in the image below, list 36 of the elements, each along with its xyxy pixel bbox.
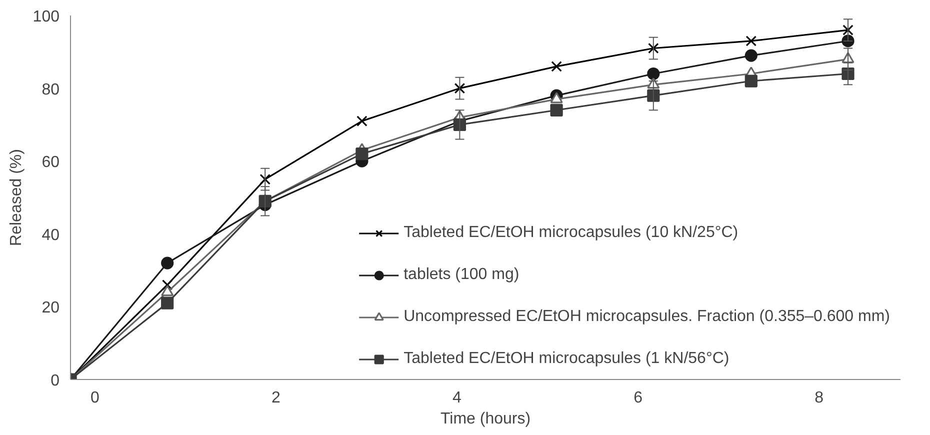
x-tick-label: 6 <box>634 390 643 406</box>
point <box>161 296 174 310</box>
y-tick-label: 20 <box>42 300 60 317</box>
y-tick-label: 0 <box>50 372 60 390</box>
y-tick-label: 80 <box>42 81 60 98</box>
y-tick-label: 40 <box>42 226 60 244</box>
x-tick-label: 8 <box>814 390 824 406</box>
point <box>551 61 562 72</box>
point <box>744 49 758 62</box>
point <box>647 67 660 80</box>
point <box>648 42 659 54</box>
point <box>162 279 173 290</box>
point <box>744 74 758 88</box>
point <box>356 148 368 160</box>
legend-label: Tableted EC/EtOH microcapsules (10 kN/25°C) <box>404 224 738 242</box>
point <box>161 284 174 296</box>
point <box>842 24 854 36</box>
point <box>454 82 466 94</box>
point <box>260 174 270 185</box>
x-axis-title: Time (hours) <box>440 410 531 428</box>
y-axis-title: Released (%) <box>8 149 25 246</box>
point <box>356 116 368 126</box>
y-tick-label: 100 <box>32 8 60 26</box>
y-tick-label: 60 <box>42 154 60 172</box>
x-tick-label: 4 <box>452 390 462 406</box>
point <box>746 36 757 46</box>
point <box>550 104 563 116</box>
x-tick-label: 2 <box>272 390 281 406</box>
point <box>161 256 174 270</box>
legend-label: tablets (100 mg) <box>404 266 520 284</box>
point <box>647 89 660 102</box>
point <box>453 118 466 131</box>
legend-label: Uncompressed EC/EtOH microcapsules. Fraction (0.355–0.600 mm) <box>404 308 890 326</box>
legend-label: Tableted EC/EtOH microcapsules (1 kN/56°C) <box>404 350 730 368</box>
point <box>550 92 563 104</box>
x-tick-label: 0 <box>90 390 100 406</box>
